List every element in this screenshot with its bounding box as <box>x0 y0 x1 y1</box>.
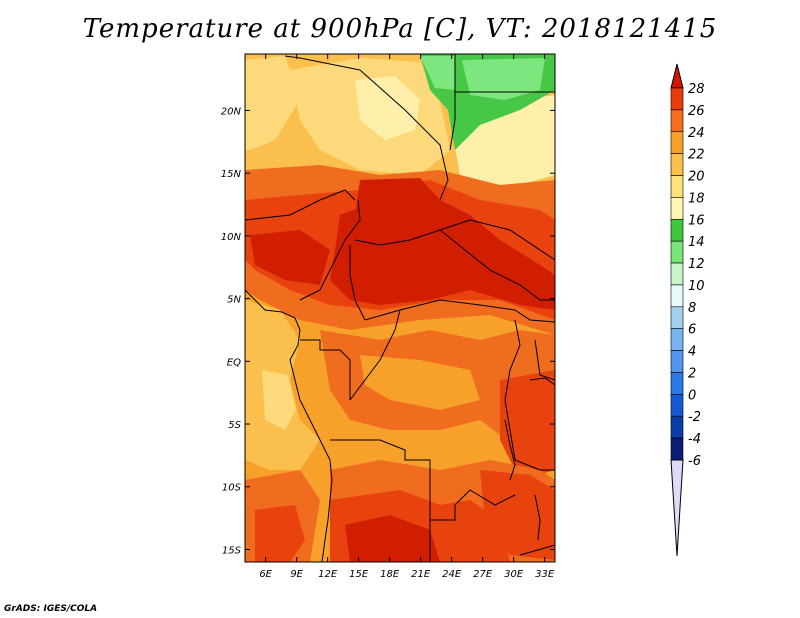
field-coast-18 <box>262 370 296 430</box>
y-tick-label: 5N <box>227 295 241 306</box>
lake-tanganyika <box>504 419 516 481</box>
border-chad-car <box>354 229 555 301</box>
field-angola-28 <box>345 515 440 562</box>
country-borders <box>245 54 555 562</box>
colorbar-segment <box>670 153 684 176</box>
map-frame <box>244 53 556 563</box>
field-congo-22 <box>360 355 480 410</box>
colorbar-segment <box>670 87 684 111</box>
border-niger-nigeria <box>245 189 356 221</box>
map-axes: 6E 9E 12E 15E 18E 21E 24E 27E 30E 33E 20N 15N 10N 5N E… <box>221 54 555 580</box>
border-libya-chad <box>284 55 361 71</box>
y-tick-label: 10N <box>221 232 242 243</box>
border-drc-angola <box>330 439 456 521</box>
colorbar-segment <box>670 306 684 329</box>
x-tick-label: 24E <box>442 569 462 580</box>
field-west-18 <box>245 56 300 150</box>
colorbar-segment <box>670 415 684 439</box>
field-libya-12 <box>420 56 455 90</box>
border-zambia-drc <box>454 489 516 506</box>
colorbar-segment <box>670 394 684 417</box>
border-drc-east <box>504 319 521 461</box>
field-sw-26 <box>255 505 305 562</box>
x-tick-label: 30E <box>504 569 524 580</box>
x-tick-label: 12E <box>318 569 338 580</box>
colorbar-label: 26 <box>688 104 705 119</box>
colorbar-segment <box>670 240 684 264</box>
colorbar-segment <box>670 109 684 133</box>
colorbar-segment <box>670 284 684 308</box>
field-west-28 <box>250 230 330 285</box>
colorbar-label: 4 <box>688 345 696 360</box>
border-malawi <box>519 544 555 556</box>
x-tick-label: 6E <box>259 569 272 580</box>
border-ssudan-drc <box>514 309 555 323</box>
border-gabon-congo <box>300 339 351 400</box>
colorbar-label: 28 <box>688 82 705 97</box>
coastline-west <box>245 289 333 562</box>
field-sahara-16 <box>355 76 420 140</box>
y-tick-label: 20N <box>221 106 242 117</box>
y-tick-label: 15N <box>221 169 242 180</box>
border-tanzania <box>514 459 555 471</box>
colorbar-label: 12 <box>688 257 705 272</box>
x-tick-label: 27E <box>473 569 493 580</box>
colorbar-label: 20 <box>688 170 705 185</box>
border-nigeria-cameroon <box>299 199 361 301</box>
y-tick-label: 5S <box>228 420 241 431</box>
border-congo-drc <box>349 309 401 401</box>
map-title: Temperature at 900hPa [C], VT: 201812141… <box>82 14 718 44</box>
y-tick-label: EQ <box>227 357 241 368</box>
x-tick-label: 33E <box>535 569 555 580</box>
border-sudan-ssudan <box>439 219 555 261</box>
border-car-drc <box>364 299 516 321</box>
colorbar-segment <box>670 218 684 242</box>
colorbar-bottom-arrow <box>670 459 684 557</box>
border-uganda-kenya <box>534 339 555 381</box>
x-tick-label: 21E <box>411 569 431 580</box>
x-tick-label: 18E <box>380 569 400 580</box>
colorbar-segment <box>670 175 684 198</box>
colorbar-label: 24 <box>688 126 705 141</box>
border-libya-sudan <box>449 54 456 151</box>
colorbar-label: 18 <box>688 191 705 206</box>
colorbar-segment <box>670 262 684 286</box>
colorbar-label: -4 <box>688 432 701 447</box>
colorbar-segment <box>670 197 684 220</box>
x-tick-label: 9E <box>290 569 303 580</box>
y-tick-label: 10S <box>222 483 242 494</box>
colorbar-label: -6 <box>688 454 701 469</box>
colorbar-label: 10 <box>688 279 705 294</box>
y-tick-label: 15S <box>222 545 242 556</box>
colorbar-label: 14 <box>688 235 705 250</box>
field-se-26 <box>480 470 555 560</box>
colorbar-segment <box>670 328 684 351</box>
field-chad-28 <box>355 178 440 230</box>
colorbar-label: 0 <box>688 388 696 403</box>
field-ne-12 <box>462 58 545 100</box>
colorbar-label: 6 <box>688 323 696 338</box>
colorbar-segment <box>670 131 684 154</box>
colorbar-segment <box>670 350 684 373</box>
colorbar-segment <box>670 372 684 395</box>
colorbar-top-arrow <box>670 63 684 89</box>
colorbar-label: 2 <box>688 366 696 381</box>
lake-victoria <box>529 377 555 386</box>
grads-credit: GrADS: IGES/COLA <box>4 604 98 614</box>
temperature-field <box>245 54 555 562</box>
x-tick-label: 15E <box>349 569 369 580</box>
colorbar-label: 16 <box>688 213 705 228</box>
border-cameroon-car <box>349 245 366 321</box>
lake-malawi <box>534 494 541 541</box>
colorbar-label: -2 <box>688 410 701 425</box>
border-niger-chad <box>359 69 449 201</box>
colorbar-segment <box>670 437 684 461</box>
colorbar-label: 22 <box>688 148 705 163</box>
colorbar-label: 8 <box>688 301 696 316</box>
